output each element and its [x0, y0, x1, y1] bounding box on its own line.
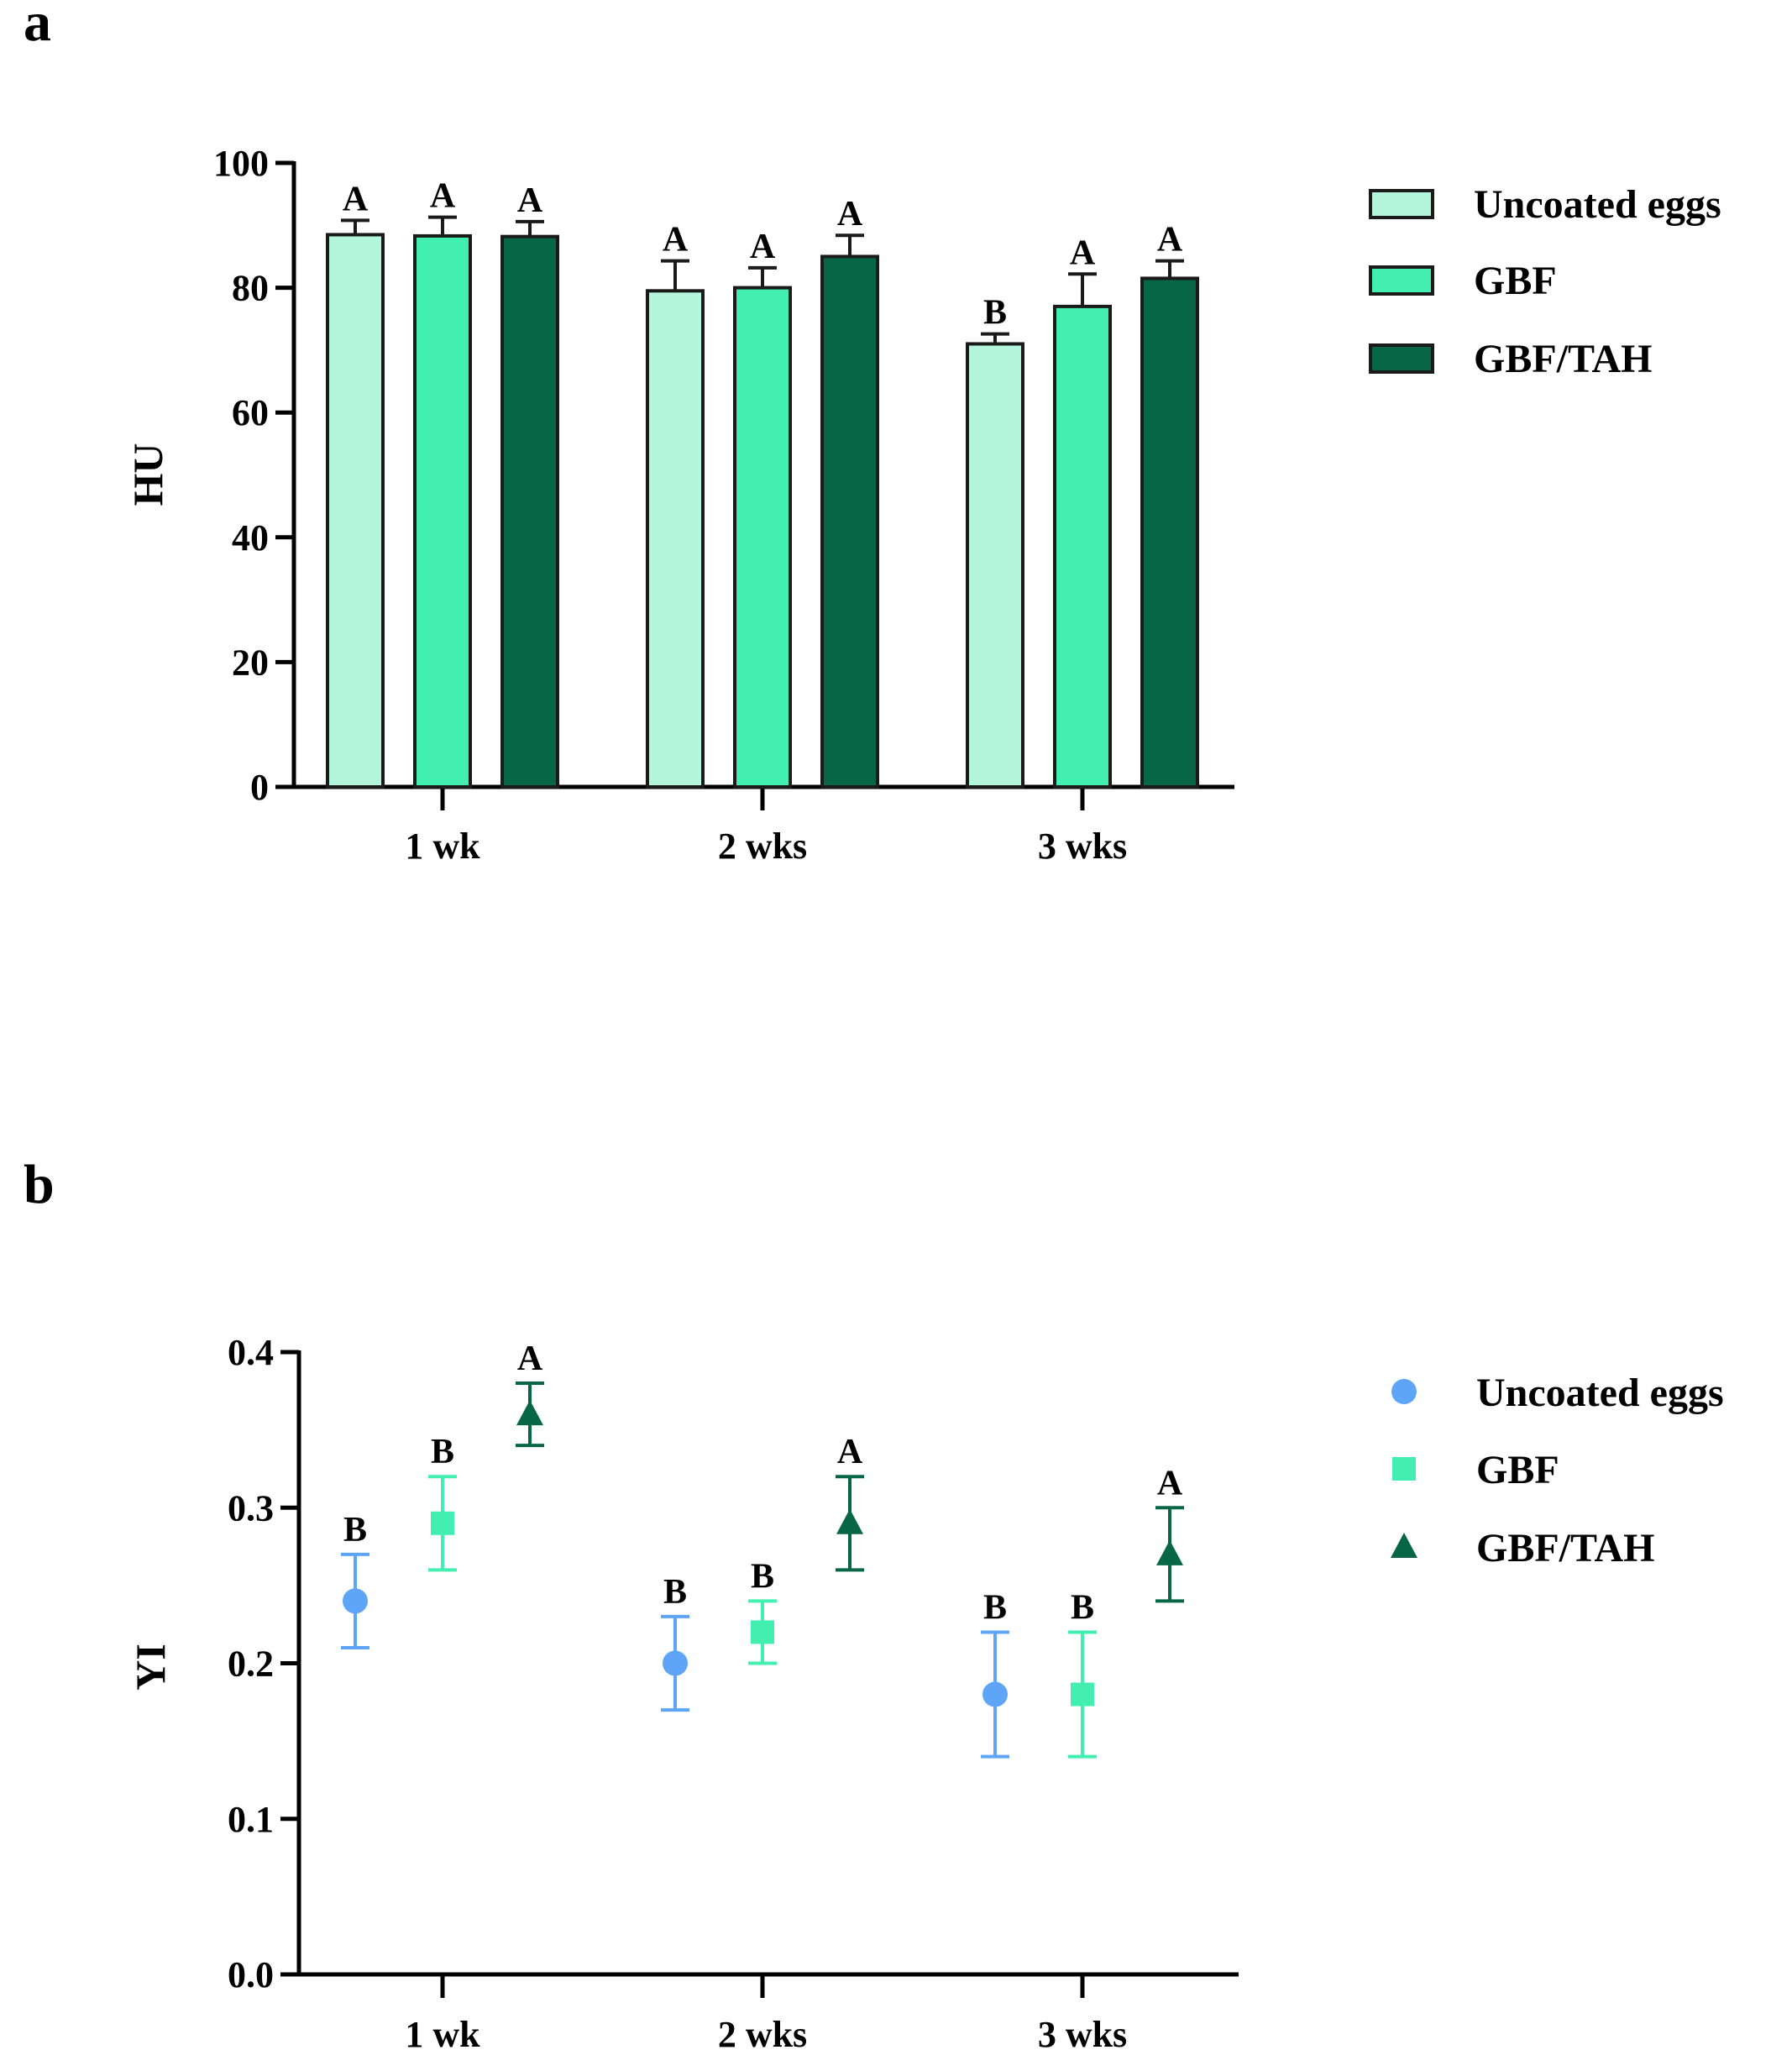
bar — [646, 289, 705, 789]
legend-label: GBF — [1476, 1448, 1559, 1492]
significance-label: A — [430, 177, 456, 216]
significance-label: A — [750, 228, 776, 266]
legend-label: Uncoated eggs — [1474, 182, 1721, 227]
significance-label: B — [983, 294, 1007, 333]
data-point — [516, 1400, 543, 1426]
x-tick-label: 2 wks — [718, 2014, 807, 2055]
bar — [820, 254, 879, 789]
y-axis-title: HU — [124, 443, 171, 506]
y-tick-label: 20 — [232, 642, 269, 683]
data-point — [982, 1681, 1008, 1707]
yi-point-chart: 0.0 0.1 0.2 0.3 0.4 YI 1 wk 2 wks 3 wks B B B B B B A A A… — [127, 1332, 1724, 2055]
y-tick-label: 0.3 — [228, 1487, 274, 1528]
panel-label-a: a — [24, 0, 51, 53]
bar — [733, 286, 792, 789]
significance-label: B — [983, 1588, 1007, 1627]
x-tick-label: 1 wk — [405, 826, 480, 867]
bar — [500, 234, 559, 789]
significance-label: A — [1070, 233, 1096, 272]
y-axis-title: YI — [127, 1644, 174, 1691]
significance-label: A — [837, 195, 863, 233]
legend-marker — [1392, 1457, 1416, 1481]
data-point — [431, 1511, 454, 1535]
bar — [413, 233, 472, 789]
significance-label: B — [431, 1433, 454, 1471]
significance-label: B — [343, 1511, 367, 1549]
significance-label: B — [751, 1557, 774, 1596]
y-tick-label: 80 — [232, 268, 269, 309]
legend-label: GBF/TAH — [1476, 1526, 1654, 1570]
y-tick-label: 0.2 — [228, 1644, 274, 1685]
y-tick-label: 0.0 — [228, 1954, 274, 1995]
significance-label: A — [1157, 221, 1183, 260]
significance-label: A — [837, 1433, 863, 1471]
y-tick-label: 60 — [232, 392, 269, 433]
bar — [326, 233, 385, 789]
data-point — [343, 1588, 368, 1614]
hu-bar-chart: 0 20 40 60 80 100 HU 1 wk 2 wks 3 wks A A B A A A A A A Unc… — [124, 143, 1721, 867]
bar — [1053, 304, 1112, 789]
significance-label: A — [517, 181, 543, 220]
legend-label: GBF/TAH — [1474, 337, 1652, 381]
legend-label: GBF — [1474, 259, 1557, 303]
legend-marker — [1391, 1379, 1417, 1404]
y-tick-label: 0 — [250, 767, 269, 808]
x-tick-label: 2 wks — [718, 826, 807, 867]
x-tick-label: 3 wks — [1038, 2014, 1127, 2055]
significance-label: B — [663, 1573, 687, 1612]
x-tick-label: 3 wks — [1038, 826, 1127, 867]
legend-swatch — [1369, 189, 1434, 219]
data-point — [1071, 1682, 1094, 1707]
panel-label-b: b — [24, 1154, 55, 1215]
y-tick-label: 40 — [232, 517, 269, 558]
significance-label: A — [343, 180, 369, 218]
y-tick-label: 0.1 — [228, 1799, 274, 1840]
legend-swatch — [1369, 343, 1434, 374]
bar — [966, 342, 1024, 789]
data-point — [836, 1508, 863, 1534]
bar — [1140, 276, 1199, 789]
y-tick-label: 100 — [213, 143, 269, 184]
y-tick-label: 0.4 — [228, 1332, 274, 1373]
legend-marker — [1391, 1533, 1417, 1558]
significance-label: A — [663, 221, 689, 260]
x-tick-label: 1 wk — [405, 2014, 480, 2055]
significance-label: A — [1157, 1464, 1183, 1502]
significance-label: B — [1071, 1588, 1094, 1627]
data-point — [663, 1650, 688, 1676]
legend-label: Uncoated eggs — [1476, 1371, 1724, 1415]
significance-label: A — [517, 1340, 543, 1378]
data-point — [1156, 1539, 1183, 1565]
legend-swatch — [1369, 265, 1434, 296]
data-point — [751, 1620, 774, 1644]
